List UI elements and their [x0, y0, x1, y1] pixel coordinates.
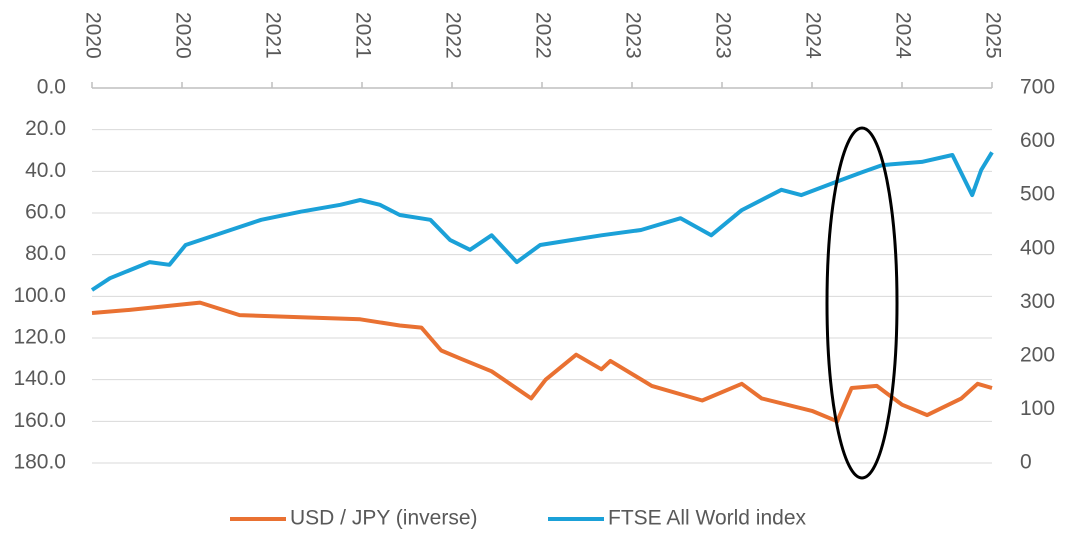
lines — [90, 151, 994, 424]
series-line — [90, 151, 994, 292]
y2-tick-label: 200 — [1020, 343, 1055, 366]
y2-tick-label: 700 — [1020, 76, 1055, 99]
axes: 0.0 20.0 40.0 60.0 80.0 100.0 120.0 140.0 160.0 1… — [13, 12, 1055, 474]
series-line — [91, 300, 993, 424]
x-tick-label: 2023 — [621, 12, 644, 59]
y-tick-label: 100.0 — [13, 284, 66, 307]
y-tick-label: 0.0 — [37, 76, 66, 99]
y-tick-label: 60.0 — [25, 201, 66, 224]
y-tick-label: 120.0 — [13, 326, 66, 349]
plot: 0.0 20.0 40.0 60.0 80.0 100.0 120.0 140.0 160.0 1… — [13, 12, 1055, 530]
x-tick-label: 2020 — [81, 12, 104, 59]
x-tick-label: 2022 — [531, 12, 554, 59]
y-tick-label: 20.0 — [25, 117, 66, 140]
x-tick-label: 2022 — [441, 12, 464, 59]
y-tick-label: 180.0 — [13, 451, 66, 474]
x-tick-label: 2025 — [981, 12, 1004, 59]
y-tick-label: 160.0 — [13, 409, 66, 432]
y2-tick-label: 500 — [1020, 183, 1055, 206]
legend-label: USD / JPY (inverse) — [290, 507, 478, 530]
x-tick-label: 2024 — [801, 12, 824, 59]
y2-tick-label: 300 — [1020, 290, 1055, 313]
grid — [92, 129, 992, 464]
y2-tick-label: 100 — [1020, 397, 1055, 420]
y2-tick-label: 400 — [1020, 236, 1055, 259]
x-tick-label: 2023 — [711, 12, 734, 59]
legend: USD / JPY (inverse) FTSE All World index — [230, 507, 807, 530]
x-tick-label: 2020 — [171, 12, 194, 59]
y-tick-label: 40.0 — [25, 159, 66, 182]
x-tick-label: 2021 — [351, 12, 374, 59]
y-tick-label: 140.0 — [13, 367, 66, 390]
y2-tick-label: 600 — [1020, 129, 1055, 152]
y2-tick-label: 0 — [1020, 451, 1032, 474]
legend-label: FTSE All World index — [608, 507, 807, 530]
highlight-ellipse — [825, 126, 899, 480]
y-tick-label: 80.0 — [25, 242, 66, 265]
x-tick-label: 2024 — [891, 12, 914, 59]
x-tick-label: 2021 — [261, 12, 284, 59]
